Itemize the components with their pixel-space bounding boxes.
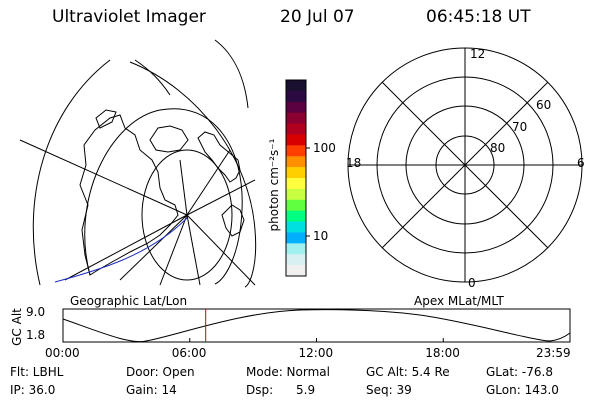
map-meridian (186, 149, 231, 216)
altitude-ytick-bottom: 1.8 (26, 328, 46, 342)
map-latitude-arc (129, 61, 257, 288)
map-meridian (186, 214, 201, 286)
map-latitude-arc (32, 59, 111, 286)
polar-ring-70 (405, 105, 525, 225)
colorbar-segment (286, 221, 306, 233)
colorbar-segment (286, 167, 306, 179)
info-dsp: Dsp: 5.9 (246, 383, 316, 397)
polar-axis-diagonal (381, 81, 549, 249)
altitude-xtick-label: 18:00 (425, 346, 460, 360)
info-gc-alt: GC Alt: 5.4 Re (366, 365, 450, 379)
colorbar-segment (286, 265, 306, 277)
colorbar-segment (286, 210, 306, 223)
map-coastline (79, 114, 179, 276)
map-meridian (159, 214, 188, 286)
map-coastline (197, 131, 241, 183)
info-filter: Flt: LBHL (10, 365, 64, 379)
colorbar-segment (286, 232, 306, 244)
map-meridian (64, 214, 188, 281)
map-meridian (186, 179, 256, 216)
colorbar-segment (286, 156, 306, 168)
map-pole-ellipse (141, 149, 233, 281)
polar-lat-label-80: 80 (490, 141, 506, 155)
map-meridian (119, 214, 188, 281)
apex-caption: Apex MLat/MLT (414, 294, 504, 308)
ground-track-line (54, 217, 188, 283)
map-coastline (95, 109, 117, 129)
colorbar-segment (286, 123, 306, 135)
colorbar-tick-label-100: 100 (313, 141, 336, 155)
map-latitude-arc (84, 108, 243, 285)
map-meridian (186, 214, 256, 286)
polar-label-midnight: 0 (468, 276, 476, 290)
altitude-plot-frame (62, 308, 571, 343)
polar-axis-diagonal (381, 81, 549, 249)
colorbar-segment (286, 112, 306, 125)
colorbar-frame (285, 79, 307, 277)
info-mode: Mode: Normal (246, 365, 330, 379)
altitude-curve (62, 309, 571, 343)
polar-lat-label-60: 60 (536, 98, 552, 112)
colorbar-segment (286, 243, 306, 255)
colorbar-segment (286, 90, 306, 103)
colorbar-segment (286, 178, 306, 190)
altitude-xtick-label: 00:00 (45, 346, 80, 360)
colorbar-segment (286, 101, 306, 114)
info-ip: IP: 36.0 (10, 383, 56, 397)
map-coastline (221, 204, 245, 237)
info-glat: GLat: -76.8 (486, 365, 553, 379)
polar-label-dawn: 6 (577, 156, 585, 170)
altitude-xtick-label: 06:00 (171, 346, 207, 360)
app-title: Ultraviolet Imager (52, 7, 206, 27)
polar-ring-60 (376, 76, 554, 254)
polar-label-dusk: 18 (346, 156, 362, 170)
polar-ring-outer (347, 47, 583, 283)
map-meridian (179, 159, 188, 216)
info-door: Door: Open (126, 365, 195, 379)
colorbar-tick-label-10: 10 (313, 229, 329, 243)
altitude-xtick-label: 23:59 (536, 346, 571, 360)
geographic-caption: Geographic Lat/Lon (70, 294, 188, 308)
colorbar-segment (286, 188, 306, 201)
colorbar-label: photon cm⁻²s⁻¹ (267, 138, 281, 232)
date-label: 20 Jul 07 (280, 7, 355, 27)
map-coastline (149, 125, 189, 153)
colorbar-segment (286, 134, 306, 146)
map-latitude-arc (214, 39, 249, 109)
map-latitude-arc (134, 59, 171, 96)
altitude-ytick-top: 9.0 (26, 305, 46, 319)
colorbar-segment (286, 145, 306, 157)
polar-label-noon: 12 (470, 47, 486, 61)
info-glon: GLon: 143.0 (486, 383, 559, 397)
info-gain: Gain: 14 (126, 383, 177, 397)
polar-ring-80 (435, 135, 495, 195)
colorbar-segment (286, 80, 306, 92)
colorbar-segment (286, 254, 306, 266)
altitude-ylabel: GC Alt (10, 308, 24, 346)
time-label: 06:45:18 UT (426, 7, 531, 27)
map-meridian (19, 139, 188, 216)
altitude-xtick-label: 12:00 (298, 346, 334, 360)
polar-lat-label-70: 70 (512, 120, 528, 134)
info-seq: Seq: 39 (366, 383, 412, 397)
colorbar-segment (286, 199, 306, 212)
